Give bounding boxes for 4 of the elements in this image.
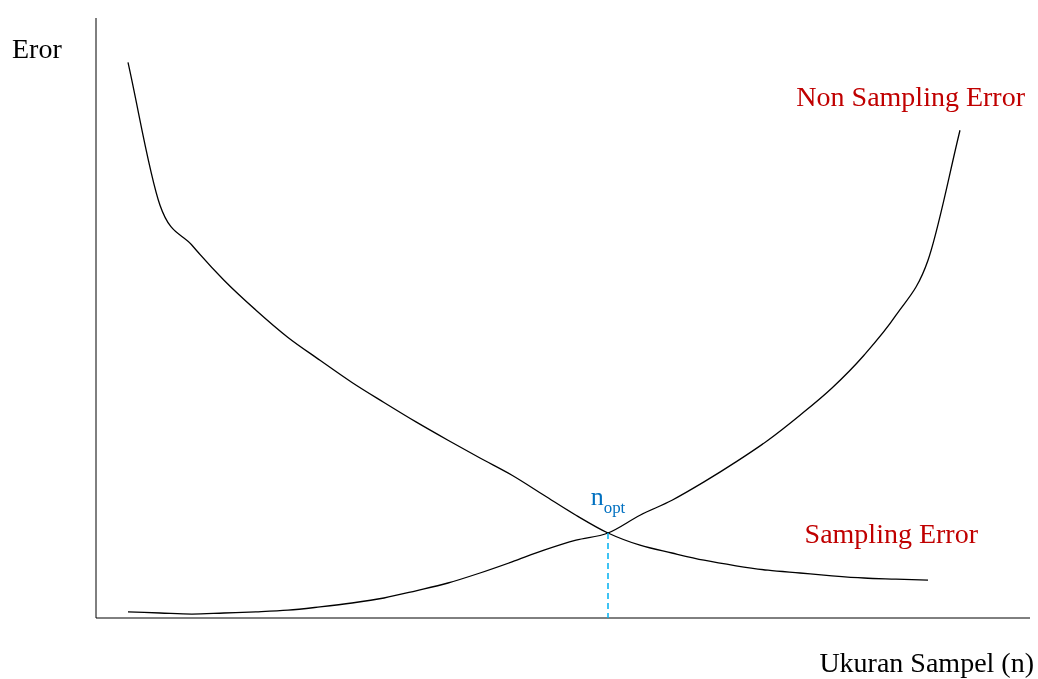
x-axis-title: Ukuran Sampel (n) — [819, 647, 1034, 678]
text: Non Sampling Error — [796, 80, 1026, 112]
y-axis-title: Eror — [12, 33, 63, 64]
series-label: Sampling Error — [804, 517, 979, 549]
